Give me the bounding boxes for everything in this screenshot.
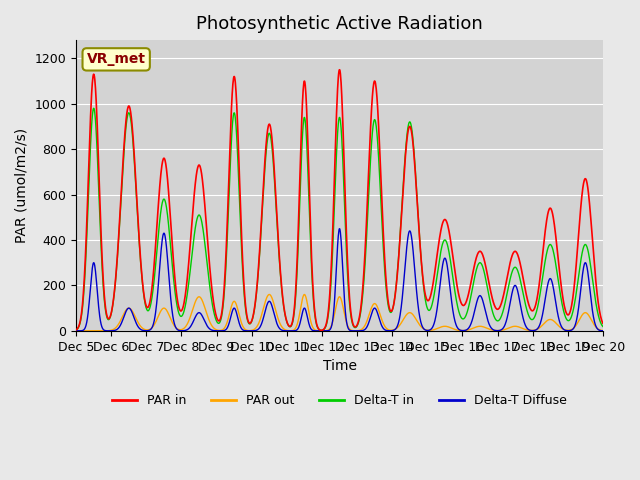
Title: Photosynthetic Active Radiation: Photosynthetic Active Radiation [196,15,483,33]
Legend: PAR in, PAR out, Delta-T in, Delta-T Diffuse: PAR in, PAR out, Delta-T in, Delta-T Dif… [107,389,572,412]
Y-axis label: PAR (umol/m2/s): PAR (umol/m2/s) [15,128,29,243]
Text: VR_met: VR_met [86,52,146,66]
X-axis label: Time: Time [323,359,356,373]
